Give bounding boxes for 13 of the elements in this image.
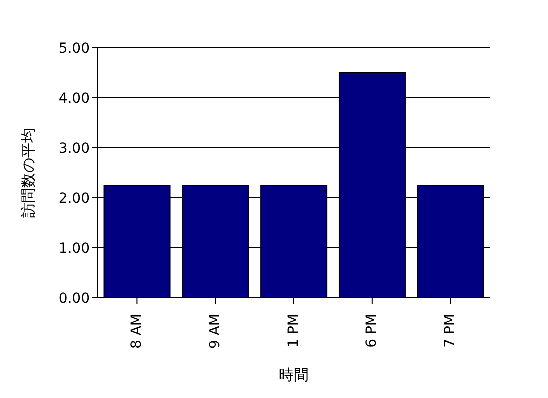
x-tick-label: 6 PM	[364, 314, 380, 348]
y-tick-label: 3.00	[58, 140, 90, 157]
x-tick-label: 9 AM	[207, 314, 224, 350]
y-tick-label: 0.00	[58, 290, 90, 307]
y-axis-title: 訪問数の平均	[19, 128, 38, 218]
x-tick-label: 8 AM	[129, 314, 146, 350]
y-tick-label: 1.00	[58, 240, 90, 257]
y-tick-label: 5.00	[58, 40, 90, 57]
x-axis-title: 時間	[279, 366, 309, 384]
y-tick-label: 2.00	[58, 190, 90, 207]
x-tick-label: 7 PM	[442, 314, 459, 348]
y-tick-label: 4.00	[58, 90, 90, 107]
x-tick-label: 1 PM	[286, 314, 302, 348]
